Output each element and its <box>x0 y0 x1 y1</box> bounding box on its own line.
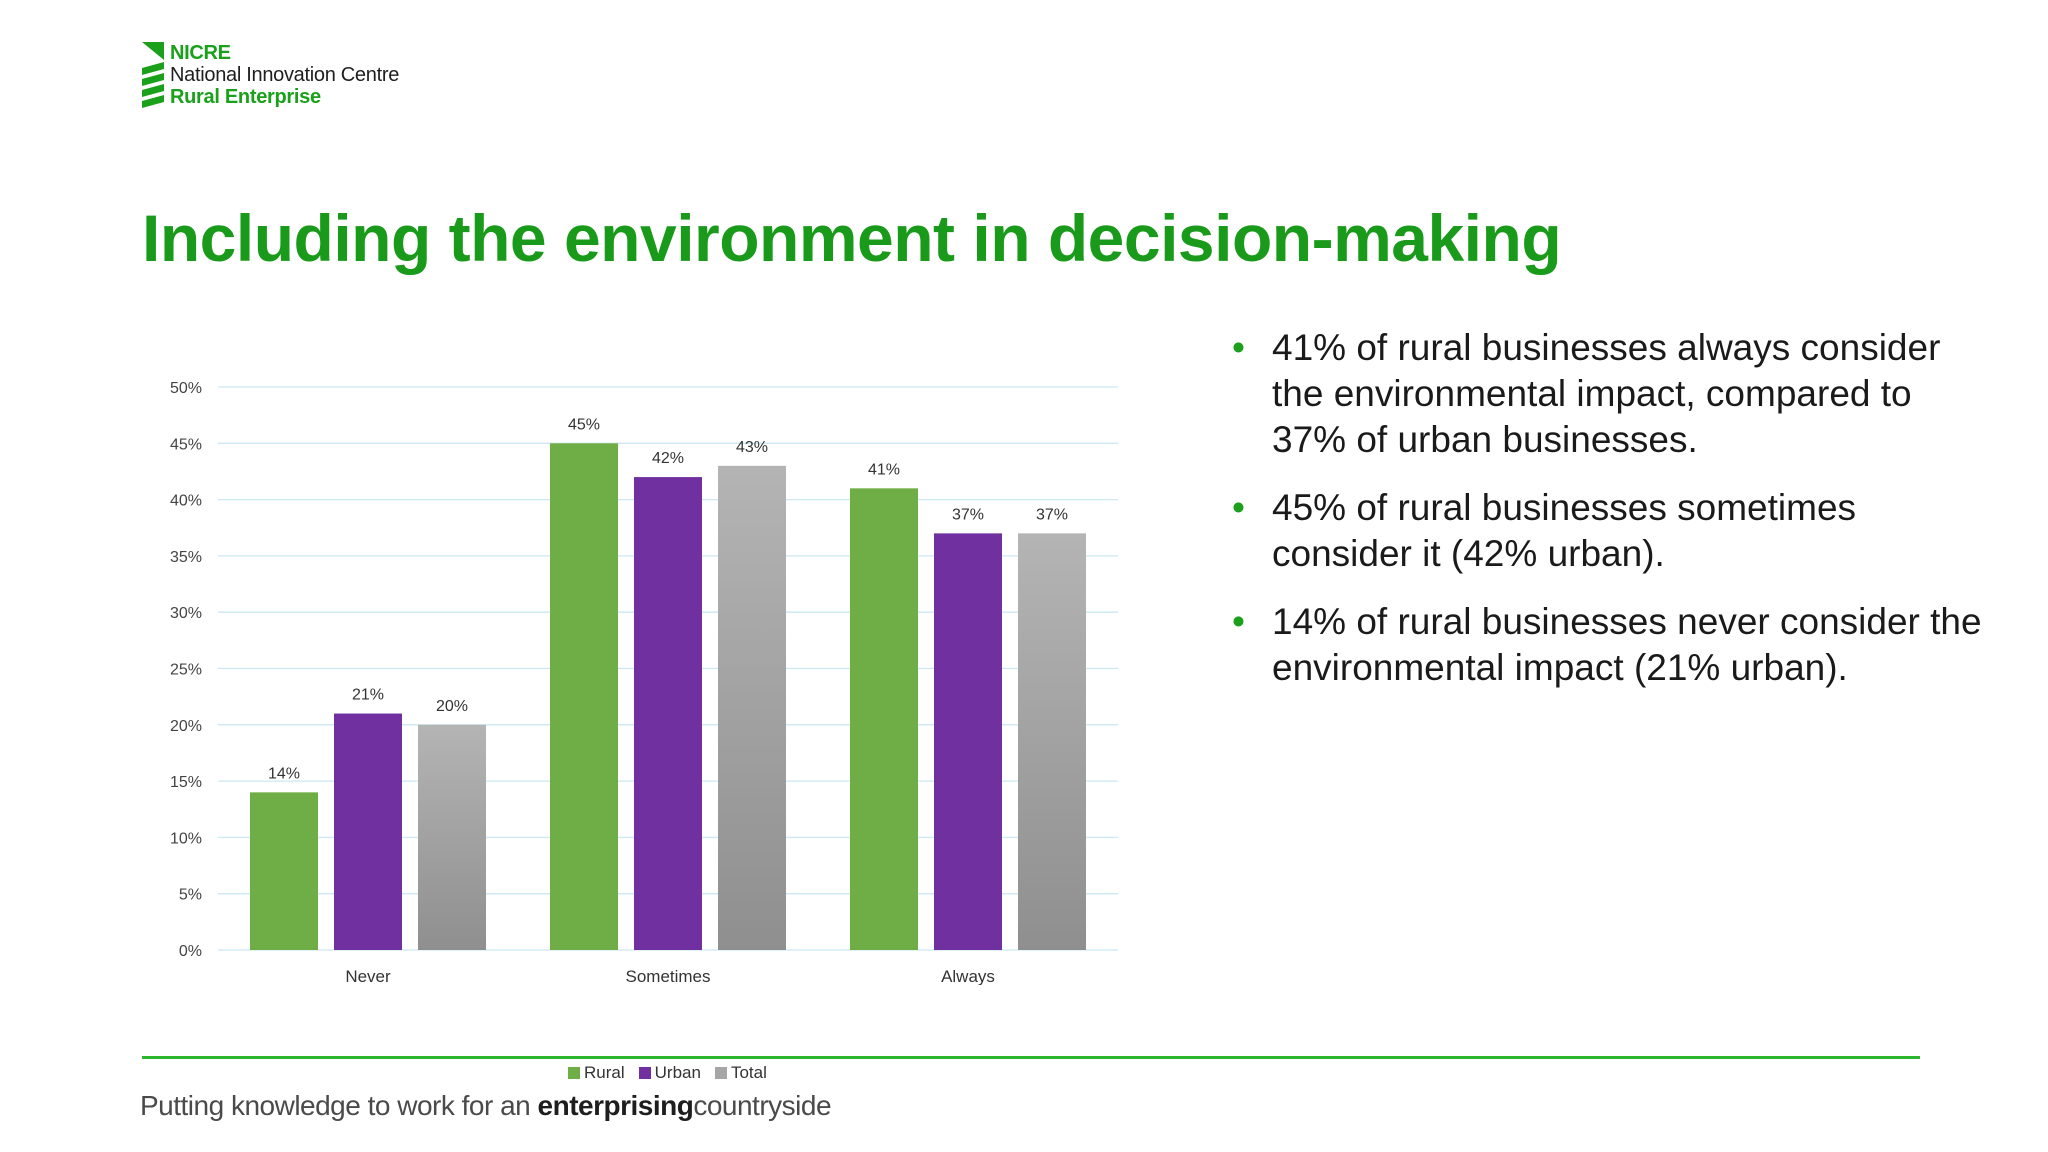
footer-tagline: Putting knowledge to work for an enterpr… <box>140 1090 832 1122</box>
bar-total-always <box>1018 533 1086 950</box>
legend-swatch-rural <box>568 1067 580 1079</box>
y-tick-label: 5% <box>179 887 202 904</box>
bullet-text: 45% of rural businesses sometimes consid… <box>1272 487 1857 574</box>
data-label: 42% <box>652 450 684 467</box>
footer-divider <box>142 1056 1920 1059</box>
data-label: 21% <box>352 687 384 704</box>
bar-rural-sometimes <box>550 443 618 950</box>
y-tick-label: 35% <box>170 549 202 566</box>
slide-title: Including the environment in decision-ma… <box>142 201 1562 275</box>
legend-item-rural: Rural <box>568 1063 625 1083</box>
legend-item-urban: Urban <box>638 1063 701 1083</box>
bar-total-never <box>418 724 486 950</box>
bullet-text: 41% of rural businesses always consider … <box>1272 327 1941 460</box>
bullet-item-sometimes: • 45% of rural businesses sometimes cons… <box>1232 485 1992 577</box>
bullet-icon: • <box>1232 487 1245 528</box>
legend-item-total: Total <box>714 1063 767 1083</box>
legend-label-total: Total <box>730 1063 767 1082</box>
y-tick-label: 0% <box>179 943 202 960</box>
bullet-item-always: • 41% of rural businesses always conside… <box>1232 325 1992 463</box>
x-category-label: Always <box>941 967 995 985</box>
logo-name-line: National Innovation Centre <box>170 64 400 86</box>
data-label: 14% <box>268 765 300 782</box>
bar-urban-always <box>934 533 1002 950</box>
y-tick-label: 20% <box>170 718 202 735</box>
logo-acronym: NICRE <box>170 42 231 64</box>
bullet-text: 14% of rural businesses never consider t… <box>1272 601 1982 688</box>
data-label: 45% <box>568 416 600 433</box>
bar-urban-sometimes <box>634 477 702 950</box>
bar-chart-svg: 0% 5% 10% 15% 20% 25% 30% 35% 40% 45% 50% 14% 21% 20%… <box>170 380 1118 985</box>
tagline-bold: enterprising <box>537 1090 694 1121</box>
logo-subname-line: Rural Enterprise <box>170 86 321 108</box>
y-tick-label: 15% <box>170 774 202 791</box>
legend-label-rural: Rural <box>584 1063 625 1082</box>
bullet-icon: • <box>1232 601 1245 642</box>
y-tick-label: 45% <box>170 436 202 453</box>
bar-urban-never <box>334 713 402 950</box>
legend-swatch-total <box>714 1067 727 1079</box>
legend-label-urban: Urban <box>654 1063 701 1082</box>
nicre-logo-mark-icon <box>142 42 164 108</box>
data-label: 37% <box>1036 506 1068 523</box>
y-tick-label: 25% <box>170 662 202 679</box>
bullet-list: • 41% of rural businesses always conside… <box>1232 325 1992 713</box>
bar-rural-always <box>850 488 918 950</box>
tagline-start: Putting knowledge to work for an <box>140 1090 538 1121</box>
bar-total-sometimes <box>718 465 786 950</box>
data-label: 37% <box>952 506 984 523</box>
legend-swatch-urban <box>638 1067 651 1079</box>
data-label: 20% <box>436 698 468 715</box>
chart-legend: Rural Urban Total <box>568 1063 767 1083</box>
y-tick-label: 50% <box>170 380 202 397</box>
y-tick-label: 30% <box>170 605 202 622</box>
data-label: 41% <box>868 461 900 478</box>
bullet-icon: • <box>1232 327 1245 368</box>
y-tick-label: 40% <box>170 493 202 510</box>
x-category-label: Sometimes <box>625 967 710 985</box>
x-category-label: Never <box>345 967 391 985</box>
bar-rural-never <box>250 792 318 950</box>
y-tick-label: 10% <box>170 830 202 847</box>
tagline-end: countryside <box>693 1090 832 1121</box>
data-label: 43% <box>736 439 768 456</box>
bar-chart: 0% 5% 10% 15% 20% 25% 30% 35% 40% 45% 50% 14% 21% 20%… <box>150 365 1130 985</box>
bullet-item-never: • 14% of rural businesses never consider… <box>1232 599 1992 691</box>
